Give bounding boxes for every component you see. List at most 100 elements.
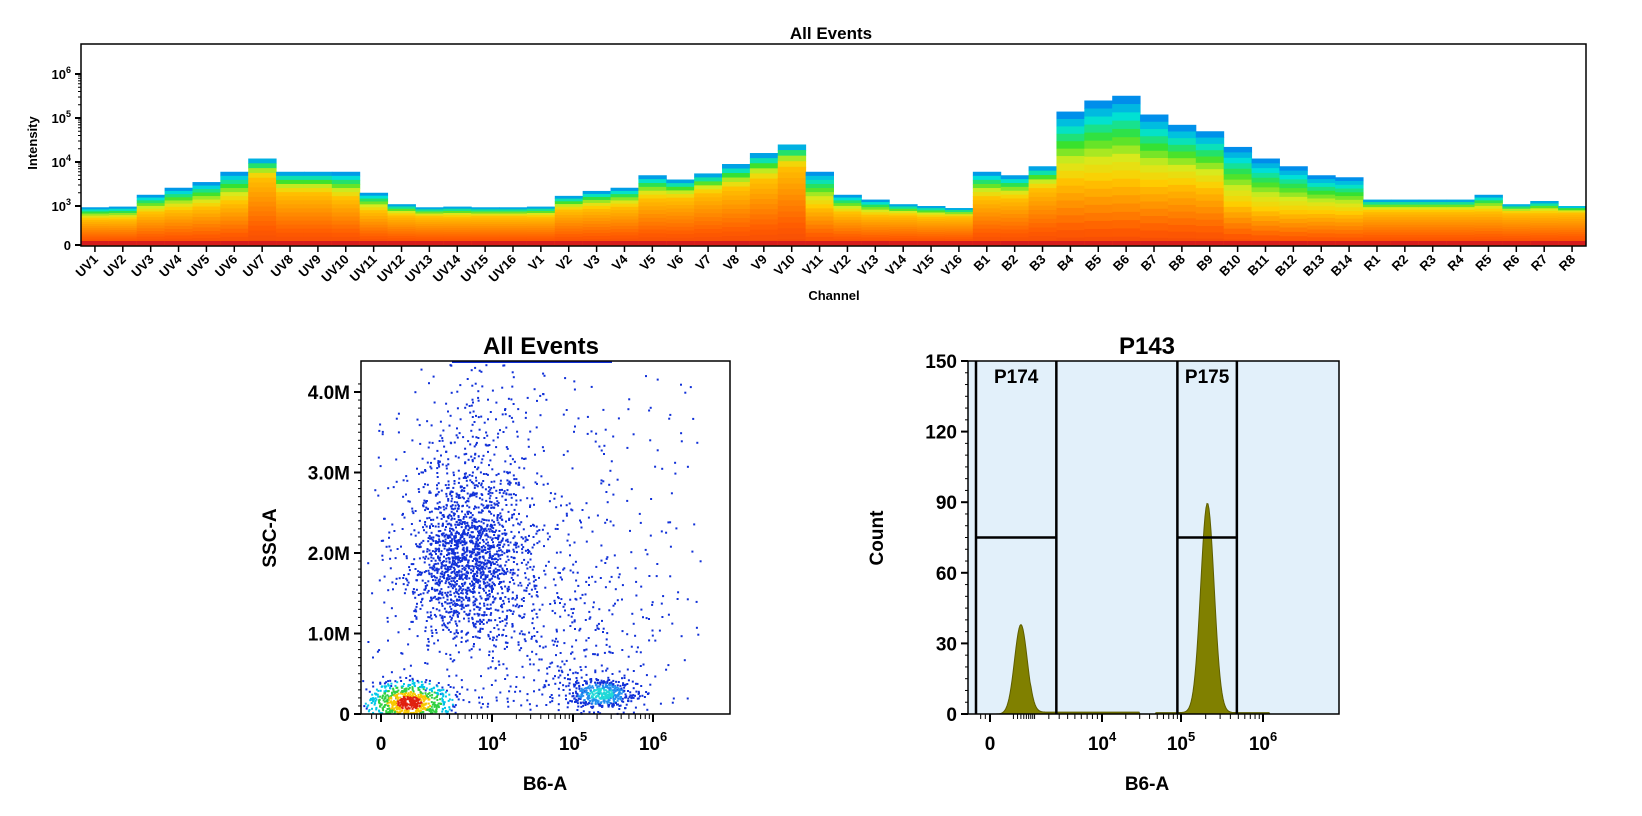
spectrum-cell [805,236,834,242]
spectrum-cell [471,215,500,219]
scatter-point [595,432,598,435]
scatter-point [453,585,455,588]
scatter-point [501,550,504,553]
scatter-point [481,614,484,617]
scatter-point [581,691,584,694]
spectrum-cell [1140,150,1169,159]
scatter-point [621,630,624,633]
scatter-point [501,537,504,540]
scatter-point [497,472,500,475]
scatter-point [560,495,563,498]
spectrum-x-tick-label: V16 [938,252,965,279]
scatter-point [526,497,529,500]
scatter-point [605,491,608,493]
spectrum-cell [499,238,528,242]
scatter-point [478,701,481,704]
spectrum-cell [1335,192,1364,197]
scatter-point [424,692,427,695]
scatter-point [461,567,464,570]
spectrum-cell [917,216,946,220]
spectrum-cell [833,200,862,204]
spectrum-cell [1112,178,1141,188]
scatter-point [684,391,687,394]
spectrum-cell [749,224,779,231]
scatter-point [449,631,452,633]
scatter-point [422,700,425,703]
scatter-point [427,638,430,640]
scatter-point [618,573,621,576]
spectrum-x-tick-label: UV1 [73,252,101,280]
spectrum-cell [666,237,695,242]
scatter-point [467,528,470,531]
spectrum-cell [1251,172,1280,179]
scatter-point [433,401,436,404]
scatter-point [632,711,635,714]
scatter-point [610,689,613,692]
spectrum-cell [136,214,166,218]
scatter-point [612,493,615,496]
scatter-point [388,545,391,548]
scatter-point [645,674,648,677]
scatter-point [437,463,440,466]
scatter-point [431,550,434,553]
scatter-point [595,695,598,698]
scatter-point [475,506,478,509]
scatter-point [455,434,458,437]
scatter-point [387,684,390,687]
spectrum-cell [666,201,695,206]
scatter-point [445,402,448,405]
spectrum-cell [359,198,389,202]
scatter-point [490,684,493,686]
spectrum-cell [944,212,974,215]
spectrum-cell [359,201,389,205]
spectrum-cell [1363,224,1392,228]
scatter-point [437,580,440,583]
scatter-point [394,691,397,694]
spectrum-base [164,241,193,245]
scatter-point [574,628,576,630]
spectrum-cell [1195,194,1225,202]
scatter-point [488,550,491,553]
scatter-point [445,610,448,613]
scatter-point [430,701,433,704]
spectrum-cell [276,179,305,185]
scatter-point [365,707,368,710]
scatter-point [592,653,595,656]
scatter-point [378,709,380,712]
scatter-point [648,639,651,642]
spectrum-cell [610,194,639,198]
scatter-point [515,478,518,481]
scatter-point [422,698,425,701]
scatter-point [462,541,465,544]
scatter-point [449,530,451,533]
scatter-point [478,586,481,589]
scatter-point [483,437,486,439]
scatter-point [453,602,456,605]
spectrum-cell [220,204,249,209]
spectrum-cell [1112,112,1141,122]
scatter-point [459,418,462,421]
scatter-point [486,621,488,624]
scatter-point [434,595,437,598]
scatter-point [607,698,610,701]
scatter-point [433,563,436,566]
scatter-point [496,558,499,561]
scatter-point [402,685,405,688]
spectrum-cell [1418,217,1448,221]
scatter-point [432,536,435,539]
scatter-point [416,679,419,682]
scatter-point [523,458,526,460]
spectrum-cell [1028,223,1057,228]
spectrum-x-tick-label: B7 [1138,252,1160,274]
spectrum-cell [777,217,807,224]
spectrum-cell [722,191,751,197]
spectrum-cell [303,200,333,205]
scatter-point [565,409,568,411]
scatter-point [421,579,424,582]
scatter-point [528,703,531,706]
scatter-point [421,457,424,460]
scatter-point [471,618,474,621]
scatter-point [562,605,565,608]
spectrum-cell [1000,186,1030,192]
spectrum-cell [415,230,444,233]
